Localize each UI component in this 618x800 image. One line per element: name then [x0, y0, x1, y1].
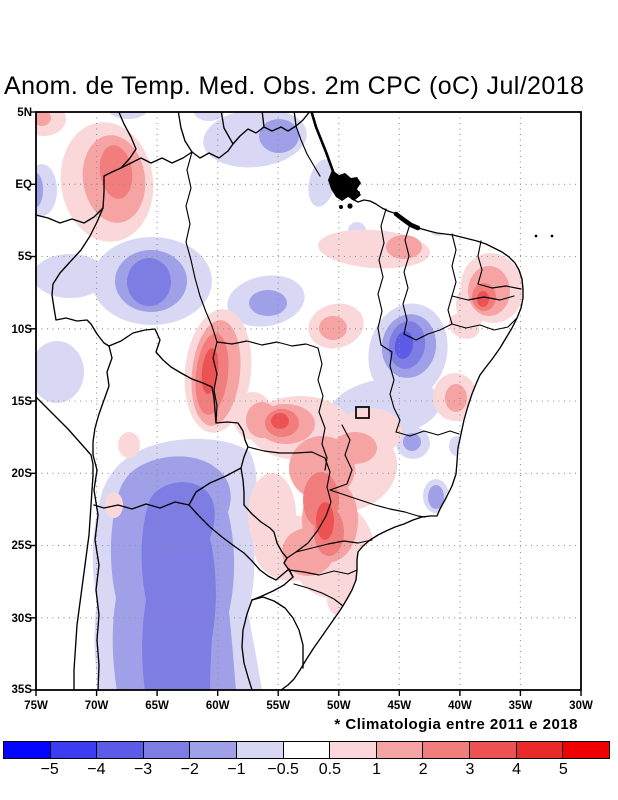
brazil-colombia-border	[102, 151, 193, 209]
colombia-peru-border	[36, 207, 104, 224]
colorbar-cell	[563, 742, 609, 758]
lat-axis-labels: 5N EQ 5S 10S 15S 20S 25S 30S 35S	[12, 107, 33, 696]
anomaly-cool-west-edge	[36, 341, 84, 403]
marajo-island	[328, 170, 361, 201]
anomaly-warm-nw-corner	[36, 112, 66, 136]
coastline-borders	[36, 112, 524, 690]
colorbar-cell	[470, 742, 517, 758]
distrito-federal-square	[355, 406, 370, 419]
lon-label: 70W	[85, 700, 109, 712]
island-dot	[534, 234, 538, 238]
colorbar-tick-label: −5	[40, 761, 59, 778]
lat-label: 35S	[12, 684, 33, 696]
colorbar	[3, 741, 610, 759]
anomaly-warm-maranhao-coast	[318, 229, 430, 269]
lat-label: 20S	[12, 468, 33, 480]
colorbar-cell	[97, 742, 144, 758]
colorbar-tick-label: −2	[180, 761, 199, 778]
lat-label: 30S	[12, 613, 33, 625]
colorbar-cell	[330, 742, 377, 758]
lon-label: 60W	[206, 700, 230, 712]
lon-label: 75W	[24, 700, 48, 712]
colorbar-tick-label: −0.5	[267, 761, 299, 778]
lat-label: EQ	[15, 179, 32, 191]
anomaly-cool-central-amazonas	[36, 237, 212, 325]
brazil-peru-border	[51, 207, 110, 347]
bolivia-paraguay-border	[188, 467, 242, 506]
colorbar-tick-label: −4	[87, 761, 106, 778]
anomaly-map: 5N EQ 5S 10S 15S 20S 25S 30S 35S 75W 70W…	[12, 107, 593, 712]
anomaly-warm-mid-tocantins	[308, 303, 364, 349]
climatology-note: * Climatologia entre 2011 e 2018	[334, 716, 578, 733]
lat-label: 25S	[12, 540, 33, 552]
ocean-mask	[36, 112, 581, 690]
bolivia-argentina-border	[93, 501, 190, 510]
colorbar-cell	[237, 742, 284, 758]
colorbar-labels: −5 −4 −3 −2 −1 −0.5 0.5 1 2 3 4 5	[3, 761, 610, 781]
anomaly-fill-layer	[36, 112, 524, 690]
anomaly-cool-lower-amazon	[227, 275, 305, 327]
lat-label: 10S	[12, 324, 33, 336]
colorbar-tick-label: 1	[372, 761, 381, 778]
paraguay-argentina-border	[188, 504, 294, 581]
anomaly-cool-left-edge	[36, 164, 57, 216]
colorbar-cell	[283, 742, 331, 758]
lon-axis-labels: 75W 70W 65W 60W 55W 50W 45W 40W 35W 30W	[24, 700, 593, 712]
lat-label: 5N	[17, 107, 32, 119]
amazon-mouth-features	[310, 112, 554, 238]
brazil-bolivia-border	[108, 328, 249, 506]
lon-label: 40W	[448, 700, 472, 712]
lat-label: 5S	[18, 251, 32, 263]
lon-label: 55W	[266, 700, 290, 712]
north-border	[227, 112, 311, 152]
anomaly-cool-southwest	[92, 438, 262, 690]
brazil-argentina-border	[251, 576, 294, 601]
anomaly-warm-small-west	[105, 432, 140, 518]
colorbar-tick-label: −1	[227, 761, 246, 778]
colorbar-tick-label: 4	[512, 761, 522, 778]
colorbar-cell	[50, 742, 98, 758]
lon-label: 45W	[387, 700, 411, 712]
lat-label: 15S	[12, 396, 33, 408]
colorbar-tick-label: 2	[418, 761, 428, 778]
colorbar-cell	[143, 742, 191, 758]
chart-title: Anom. de Temp. Med. Obs. 2m CPC (oC) Jul…	[4, 72, 585, 100]
colorbar-tick-label: 5	[558, 761, 568, 778]
atlantic-coastline	[280, 112, 524, 690]
colorbar-cell	[516, 742, 564, 758]
anomaly-warm-southeast	[246, 396, 402, 618]
colorbar-tick-label: 0.5	[318, 761, 341, 778]
colorbar-cell	[376, 742, 424, 758]
colorbar-cell	[4, 742, 51, 758]
colorbar-cell	[423, 742, 471, 758]
paraguay-brazil-border	[243, 504, 294, 578]
roraima-border	[177, 112, 229, 159]
bolivia-peru-border	[92, 345, 113, 456]
anomaly-warm-nw-amazon	[60, 122, 154, 242]
anomaly-cool-west-bahia	[368, 303, 448, 401]
axis-ticks	[30, 111, 582, 696]
sao-luis-bay	[393, 211, 421, 231]
colorbar-tick-label: −3	[133, 761, 153, 778]
anomaly-cool-guianas	[109, 112, 307, 168]
lon-label: 35W	[509, 700, 533, 712]
anomaly-warm-ne-minor	[433, 373, 477, 421]
colorbar-tick-label: 3	[465, 761, 475, 778]
lon-label: 65W	[145, 700, 169, 712]
pacific-coastline	[36, 396, 94, 690]
uruguay-river-border	[241, 599, 253, 690]
uruguay-brazil-border	[251, 596, 304, 669]
lon-label: 50W	[327, 700, 351, 712]
venezuela-colombia-border	[118, 112, 137, 169]
island-dot	[550, 234, 554, 238]
state-boundaries	[185, 125, 522, 607]
lon-label: 30W	[569, 700, 593, 712]
chile-argentina-border	[92, 454, 100, 690]
colorbar-cell	[190, 742, 238, 758]
